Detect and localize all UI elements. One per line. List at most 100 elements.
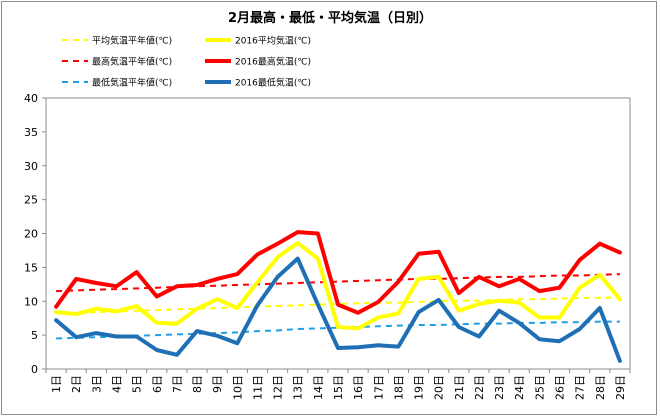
data-point	[418, 278, 419, 279]
data-point	[217, 308, 218, 309]
data-point	[358, 280, 359, 281]
data-point	[237, 332, 238, 333]
data-point	[619, 360, 620, 361]
data-point	[56, 320, 57, 321]
data-point	[297, 282, 298, 283]
data-point	[277, 243, 278, 244]
data-point	[559, 322, 560, 323]
data-point	[257, 282, 258, 283]
data-point	[499, 300, 500, 301]
x-tick-label: 13日	[292, 375, 305, 400]
data-point	[378, 280, 379, 281]
data-point	[237, 343, 238, 344]
data-point	[237, 308, 238, 309]
x-tick-label: 27日	[574, 375, 587, 400]
data-point	[378, 317, 379, 318]
data-point	[136, 305, 137, 306]
data-point	[599, 321, 600, 322]
data-point	[338, 304, 339, 305]
data-point	[438, 324, 439, 325]
data-point	[398, 325, 399, 326]
data-point	[478, 300, 479, 301]
x-tick-label: 1日	[50, 375, 63, 393]
x-tick-label: 12日	[272, 375, 285, 400]
x-tick-label: 10日	[231, 375, 244, 400]
data-point	[156, 296, 157, 297]
data-point	[156, 310, 157, 311]
legend-label-1: 2016平均気温(℃)	[235, 35, 311, 47]
data-point	[539, 339, 540, 340]
data-point	[116, 336, 117, 337]
legend-label-2: 最高気温平年値(℃)	[92, 56, 172, 68]
data-point	[317, 233, 318, 234]
data-point	[136, 272, 137, 273]
data-point	[579, 287, 580, 288]
x-tick-label: 26日	[554, 375, 567, 400]
data-point	[277, 305, 278, 306]
legend-label-3: 2016最高気温(℃)	[235, 56, 311, 68]
data-point	[559, 287, 560, 288]
data-point	[237, 274, 238, 275]
data-point	[197, 331, 198, 332]
data-point	[358, 347, 359, 348]
data-point	[458, 326, 459, 327]
data-point	[418, 253, 419, 254]
data-point	[176, 309, 177, 310]
data-point	[116, 286, 117, 287]
data-point	[156, 350, 157, 351]
x-tick-label: 7日	[171, 375, 184, 393]
data-point	[76, 278, 77, 279]
data-point	[96, 333, 97, 334]
x-tick-label: 11日	[251, 375, 264, 400]
data-point	[257, 305, 258, 306]
data-point	[599, 274, 600, 275]
data-point	[478, 276, 479, 277]
data-point	[217, 299, 218, 300]
x-tick-label: 22日	[473, 375, 486, 400]
data-point	[317, 304, 318, 305]
data-point	[96, 312, 97, 313]
x-tick-label: 3日	[90, 375, 103, 393]
series-line-5	[54, 256, 622, 363]
data-point	[237, 284, 238, 285]
x-tick-label: 24日	[513, 375, 526, 400]
x-tick-label: 8日	[191, 375, 204, 393]
legend-label-0: 平均気温平年値(℃)	[92, 35, 172, 47]
data-point	[56, 312, 57, 313]
data-point	[378, 345, 379, 346]
series-line-1	[54, 241, 622, 331]
data-point	[297, 242, 298, 243]
data-point	[76, 290, 77, 291]
data-point	[176, 354, 177, 355]
x-tick-label: 19日	[413, 375, 426, 400]
chart-title: 2月最高・最低・平均気温（日別）	[228, 10, 432, 26]
data-point	[579, 259, 580, 260]
legend-label-4: 最低気温平年値(℃)	[92, 77, 172, 89]
data-point	[378, 301, 379, 302]
data-point	[559, 341, 560, 342]
data-point	[398, 281, 399, 282]
y-tick-label: 35	[24, 126, 38, 139]
data-point	[478, 336, 479, 337]
data-point	[96, 289, 97, 290]
data-point	[438, 276, 439, 277]
data-point	[478, 323, 479, 324]
data-point	[317, 258, 318, 259]
data-point	[559, 317, 560, 318]
data-point	[519, 322, 520, 323]
data-point	[76, 337, 77, 338]
data-point	[277, 257, 278, 258]
y-tick-label: 15	[24, 261, 38, 274]
data-point	[156, 287, 157, 288]
data-point	[619, 274, 620, 275]
data-point	[338, 281, 339, 282]
data-point	[559, 275, 560, 276]
data-point	[136, 336, 137, 337]
x-tick-label: 25日	[533, 375, 546, 400]
data-point	[56, 291, 57, 292]
data-point	[136, 310, 137, 311]
data-point	[398, 313, 399, 314]
data-point	[599, 243, 600, 244]
data-point	[317, 328, 318, 329]
data-point	[76, 314, 77, 315]
